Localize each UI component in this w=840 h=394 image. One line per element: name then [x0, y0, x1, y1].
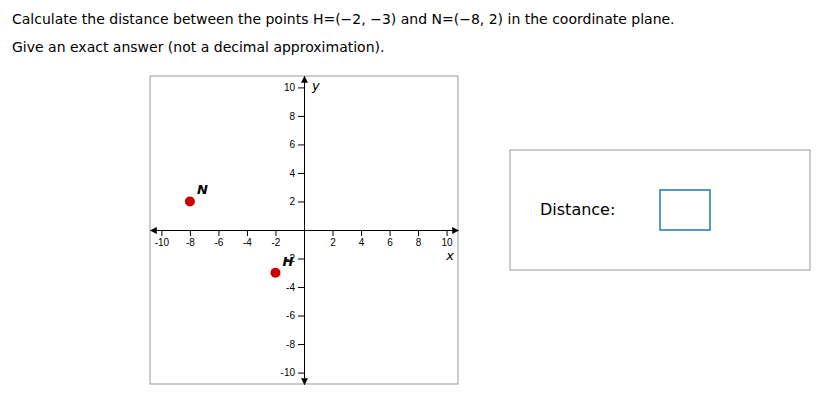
y-tick-label: 8: [289, 111, 295, 122]
x-tick-label: -8: [186, 237, 195, 248]
y-tick-mark: [298, 87, 304, 88]
y-tick-mark: [298, 116, 304, 117]
point-label: H: [282, 254, 293, 269]
y-tick-mark: [298, 316, 304, 317]
x-tick: 4: [359, 230, 365, 248]
subtitle: Give an exact answer (not a decimal appr…: [12, 39, 384, 55]
x-tick-mark: [361, 230, 362, 236]
answer-box[interactable]: [660, 190, 710, 230]
plot-frame: [150, 76, 458, 384]
x-tick-mark: [190, 230, 191, 236]
chart: Calculate the distance between the point…: [0, 0, 840, 394]
y-tick: 6: [289, 139, 304, 150]
y-tick: -6: [286, 310, 304, 321]
y-tick-label: -4: [286, 282, 295, 293]
y-tick-label: -8: [286, 339, 295, 350]
y-tick: 8: [289, 111, 304, 122]
y-tick: 2: [289, 196, 304, 207]
x-tick-mark: [275, 230, 276, 236]
x-tick: -8: [186, 230, 195, 248]
x-tick-label: -2: [272, 237, 281, 248]
x-tick-label: 6: [387, 237, 393, 248]
y-tick: -10: [281, 367, 304, 378]
x-tick-label: 10: [442, 237, 454, 248]
y-tick-mark: [298, 344, 304, 345]
y-tick-label: 10: [284, 82, 296, 93]
point: [270, 268, 280, 278]
x-tick-label: -4: [243, 237, 252, 248]
x-tick: -6: [214, 230, 223, 248]
x-tick-mark: [333, 230, 334, 236]
y-tick-mark: [298, 173, 304, 174]
y-tick-mark: [298, 201, 304, 202]
y-tick-mark: [298, 287, 304, 288]
y-tick-mark: [298, 144, 304, 145]
y-tick: 10: [284, 82, 304, 93]
x-tick-mark: [161, 230, 162, 236]
y-tick: -8: [286, 339, 304, 350]
x-tick-label: 2: [330, 237, 336, 248]
y-tick-mark: [298, 373, 304, 374]
x-tick: 10: [442, 230, 454, 248]
points: [185, 196, 281, 277]
distance-panel: [510, 150, 810, 270]
x-tick: 6: [387, 230, 393, 248]
x-tick: -4: [243, 230, 252, 248]
distance-label: Distance:: [540, 200, 615, 219]
y-axis-label: y: [311, 78, 320, 93]
x-tick-label: -10: [155, 237, 170, 248]
y-axis: -10-8-6-4-2246810: [281, 77, 305, 385]
x-tick-mark: [390, 230, 391, 236]
x-tick-label: 8: [416, 237, 422, 248]
x-tick: -10: [155, 230, 170, 248]
x-tick: -2: [272, 230, 281, 248]
y-tick-label: -10: [281, 367, 296, 378]
point: [185, 196, 195, 206]
y-tick: -4: [286, 282, 304, 293]
point-label: N: [197, 182, 208, 197]
x-tick: 2: [330, 230, 336, 248]
title: Calculate the distance between the point…: [12, 11, 675, 27]
y-tick-label: 4: [289, 168, 295, 179]
x-tick-mark: [418, 230, 419, 236]
y-tick-mark: [298, 259, 304, 260]
x-tick-label: -6: [214, 237, 223, 248]
point-labels: HN: [197, 182, 294, 268]
x-tick-mark: [447, 230, 448, 236]
x-tick-mark: [218, 230, 219, 236]
x-axis-label: x: [445, 248, 454, 263]
x-tick: 8: [416, 230, 422, 248]
y-tick: 4: [289, 168, 304, 179]
x-tick-mark: [247, 230, 248, 236]
y-tick-label: 2: [289, 196, 295, 207]
y-tick-label: 6: [289, 139, 295, 150]
x-tick-label: 4: [359, 237, 365, 248]
y-tick-label: -6: [286, 310, 295, 321]
y-axis-line: [304, 77, 305, 385]
